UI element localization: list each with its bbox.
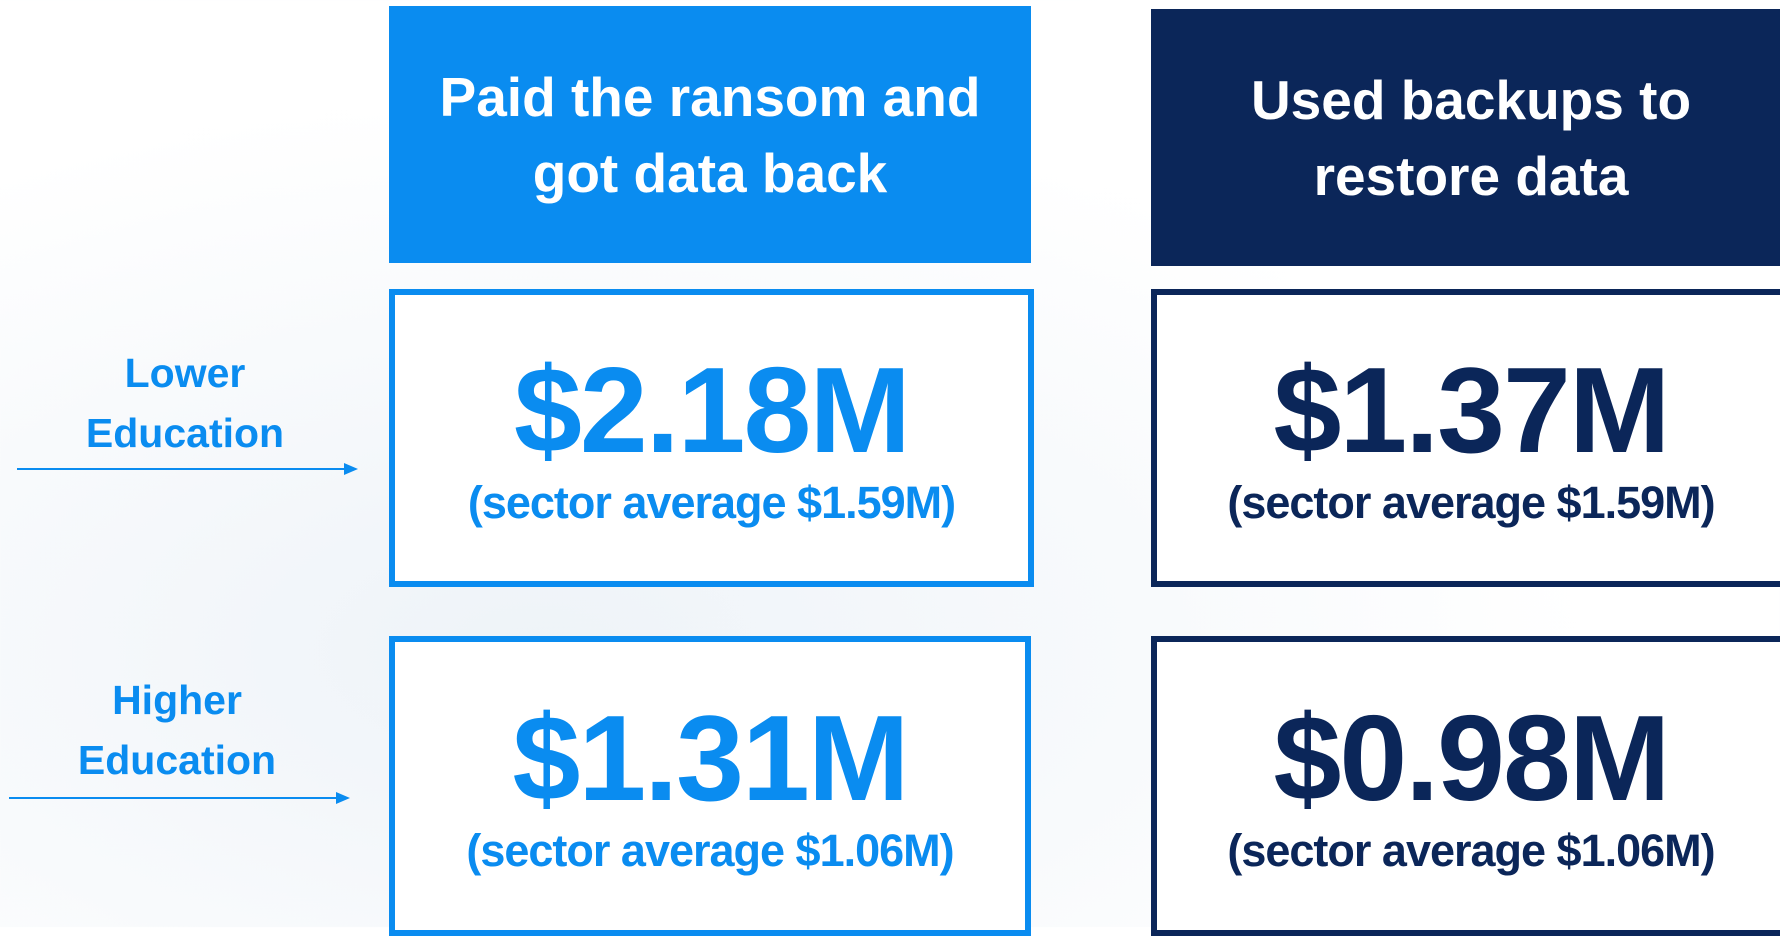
- value: $1.31M: [512, 690, 910, 826]
- cell: $1.37M (sector average $1.59M): [1151, 289, 1780, 587]
- arrow-head: [336, 792, 350, 804]
- cell: $0.98M (sector average $1.06M): [1151, 636, 1780, 936]
- cell: $2.18M (sector average $1.59M): [389, 289, 1034, 587]
- row-label: Lower Education: [85, 350, 285, 456]
- value: $1.37M: [1273, 342, 1671, 478]
- column-header: Used backups to restore data: [1151, 9, 1780, 266]
- cell: $1.31M (sector average $1.06M): [389, 636, 1031, 936]
- column-header: Paid the ransom and got data back: [389, 6, 1031, 263]
- note: (sector average $1.59M): [1227, 477, 1715, 528]
- note: (sector average $1.06M): [1227, 825, 1715, 876]
- note: (sector average $1.59M): [467, 477, 956, 528]
- value: $0.98M: [1273, 690, 1671, 826]
- value: $2.18M: [514, 342, 911, 478]
- note: (sector average $1.06M): [466, 825, 954, 876]
- row-label: Higher Education: [77, 677, 277, 783]
- arrow-head: [344, 463, 358, 475]
- arrows: [9, 463, 358, 804]
